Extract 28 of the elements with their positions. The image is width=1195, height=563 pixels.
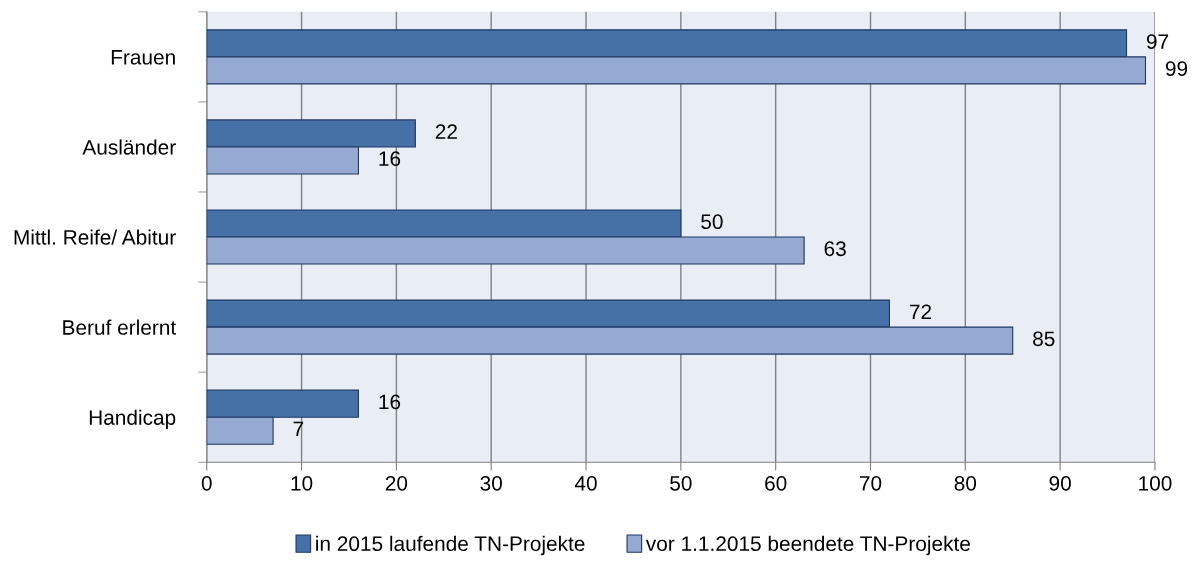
x-tick-label: 60 — [765, 475, 787, 491]
y-tick-label: Mittl. Reife/ Abitur — [14, 229, 176, 245]
y-tick-label: Beruf erlernt — [63, 319, 177, 335]
data-label: 99 — [1165, 61, 1188, 76]
data-label: 16 — [379, 151, 401, 167]
x-tick-label: 0 — [201, 475, 212, 491]
y-tick-label: Frauen — [111, 50, 175, 65]
x-tick-label: 40 — [574, 475, 597, 491]
legend-label: vor 1.1.2015 beendete TN-Projekte — [645, 535, 970, 556]
legend-label: in 2015 laufende TN-Projekte — [316, 535, 585, 556]
x-tick-label: 70 — [859, 475, 882, 491]
x-tick-label: 80 — [954, 475, 977, 491]
x-tick-label: 100 — [1139, 475, 1172, 491]
data-label: 7 — [293, 421, 304, 437]
data-label: 85 — [1033, 331, 1055, 347]
data-label: 16 — [379, 394, 401, 410]
y-tick-label: Ausländer — [82, 139, 176, 155]
data-label: 63 — [824, 241, 846, 257]
x-tick-label: 30 — [480, 475, 502, 491]
x-tick-label: 10 — [291, 475, 313, 491]
y-tick-label: Handicap — [89, 409, 176, 430]
x-tick-label: 50 — [670, 475, 692, 491]
data-label: 22 — [435, 124, 457, 139]
x-tick-label: 90 — [1049, 475, 1071, 491]
x-tick-label: 20 — [385, 475, 408, 491]
data-label: 97 — [1146, 34, 1169, 49]
data-label: 50 — [701, 214, 723, 230]
data-label: 72 — [909, 304, 932, 319]
